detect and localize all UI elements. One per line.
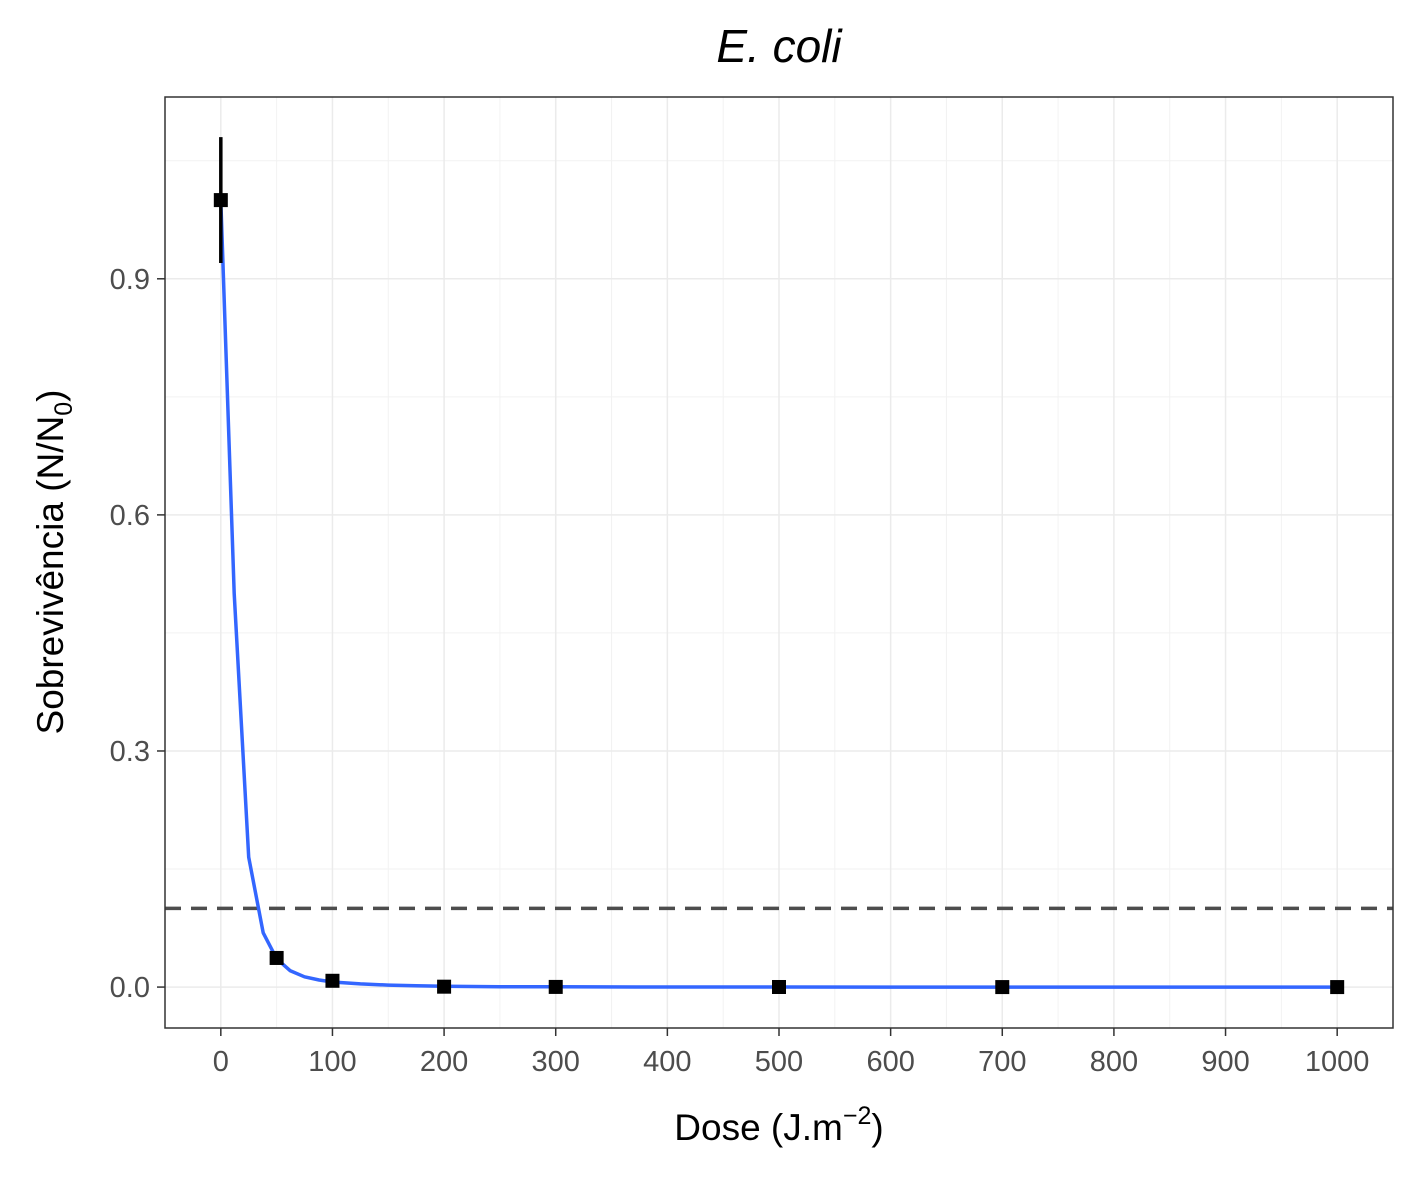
y-axis-title: Sobrevivência (N/N0) <box>30 390 78 735</box>
x-tick-label: 200 <box>420 1046 468 1078</box>
x-axis-title-superscript: −2 <box>843 1102 872 1130</box>
x-tick-label: 900 <box>1201 1046 1249 1078</box>
x-axis-title-suffix: ) <box>871 1107 883 1148</box>
data-point <box>548 979 563 994</box>
y-axis-title-suffix: ) <box>30 390 71 402</box>
x-tick-label: 800 <box>1090 1046 1138 1078</box>
x-tick-label: 100 <box>308 1046 356 1078</box>
y-tick-label: 0.3 <box>110 736 150 768</box>
data-point <box>437 979 452 994</box>
x-tick-label: 700 <box>978 1046 1026 1078</box>
data-point <box>1330 980 1345 995</box>
chart-title: E. coli <box>716 20 843 72</box>
data-point <box>772 979 786 994</box>
grid <box>165 97 1393 1028</box>
data-point <box>269 950 284 965</box>
fit-curve-group <box>219 200 1338 989</box>
x-tick-label: 1000 <box>1305 1046 1370 1078</box>
x-tick-label: 600 <box>866 1046 914 1078</box>
x-axis-title-main: Dose (J.m <box>674 1107 843 1148</box>
data-point <box>325 973 340 988</box>
x-axis: 0 100 200 300 400 500 600 700 800 900 1000 <box>213 1028 1370 1078</box>
y-tick-label: 0.0 <box>110 972 150 1004</box>
y-axis-title-main: Sobrevivência (N/N <box>30 416 71 735</box>
y-axis: 0.0 0.3 0.6 0.9 <box>110 264 165 1004</box>
x-tick-label: 500 <box>755 1046 803 1078</box>
x-tick-label: 300 <box>532 1046 580 1078</box>
data-point <box>213 193 228 208</box>
data-point <box>995 980 1010 995</box>
x-tick-label: 400 <box>643 1046 691 1078</box>
y-tick-label: 0.6 <box>110 500 150 532</box>
y-tick-label: 0.9 <box>110 264 150 296</box>
fit-curve-line <box>219 200 1338 989</box>
x-axis-title: Dose (J.m−2) <box>674 1102 883 1148</box>
y-axis-title-subscript: 0 <box>50 402 78 416</box>
data-points-group <box>213 137 1345 995</box>
x-tick-label: 0 <box>213 1046 229 1078</box>
